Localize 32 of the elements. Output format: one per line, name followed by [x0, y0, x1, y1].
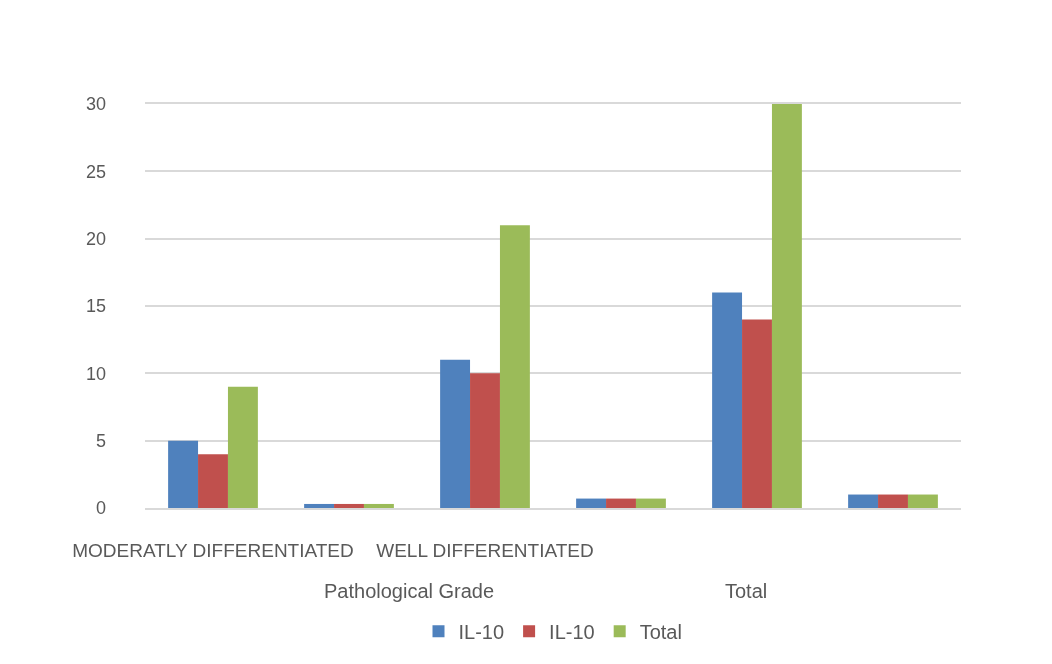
bar — [878, 494, 908, 508]
bar — [227, 386, 258, 508]
bar — [907, 494, 938, 508]
bar — [304, 503, 335, 508]
y-tick-label: 15 — [85, 296, 106, 317]
bar — [363, 503, 394, 508]
legend-label: IL-10 — [549, 621, 595, 644]
text: Total — [725, 580, 768, 602]
bar — [198, 454, 228, 508]
legend-label: IL-10 — [458, 621, 505, 644]
bar — [499, 225, 530, 508]
bar — [742, 319, 772, 508]
bar — [606, 498, 636, 508]
legend-label: Total — [639, 621, 682, 644]
bar — [440, 359, 471, 508]
bar — [334, 503, 364, 508]
bar — [470, 373, 500, 508]
y-tick-label: 25 — [85, 161, 106, 182]
bar — [635, 498, 666, 508]
y-tick-label: 10 — [85, 363, 106, 384]
bar — [168, 440, 199, 508]
x-tick-label: MODERATLY DIFFERENTIATED — [72, 539, 354, 561]
bar — [712, 292, 743, 508]
y-tick-label: 5 — [95, 430, 106, 451]
bar — [848, 494, 879, 508]
x-tick-label: WELL DIFFERENTIATED — [376, 539, 594, 561]
text: Pathological Grade — [324, 580, 495, 602]
y-tick-label: 30 — [85, 94, 106, 115]
bar — [576, 498, 607, 508]
y-tick-label: 20 — [85, 228, 106, 249]
bar — [771, 104, 802, 508]
y-tick-label: 0 — [95, 498, 106, 519]
